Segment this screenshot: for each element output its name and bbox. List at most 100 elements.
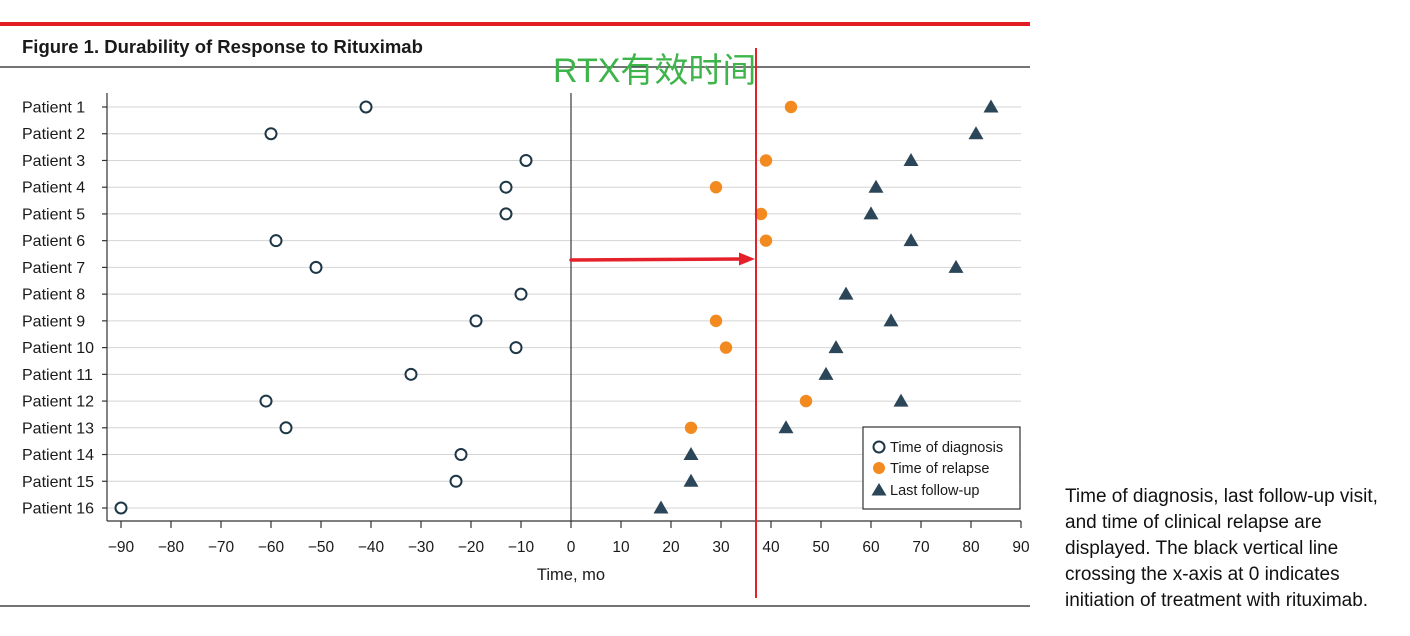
annotation-arrow-shaft (569, 257, 745, 262)
diagnosis-point (449, 474, 463, 488)
x-tick-label: −80 (158, 539, 185, 556)
x-tick-label: 0 (567, 539, 576, 556)
y-tick-label: Patient 2 (22, 126, 85, 143)
diagnosis-point (454, 448, 468, 462)
y-tick-label: Patient 12 (22, 394, 94, 411)
y-tick-label: Patient 14 (22, 447, 94, 464)
caption-line: Time of diagnosis, last follow-up visit, (1065, 486, 1378, 507)
diagnosis-point (279, 421, 293, 435)
x-axis-label: Time, mo (537, 566, 605, 584)
diagnosis-point (519, 153, 533, 167)
relapse-point (784, 100, 798, 114)
diagnosis-point (469, 314, 483, 328)
relapse-point (754, 207, 768, 221)
legend-label-followup: Last follow-up (890, 483, 979, 499)
followup-point (983, 99, 999, 113)
x-tick-label: −60 (258, 539, 285, 556)
legend-marker-relapse (873, 462, 885, 474)
legend-marker-followup (871, 483, 887, 496)
y-tick-label: Patient 11 (22, 367, 93, 384)
followup-point (893, 393, 909, 407)
followup-point (903, 152, 919, 166)
relapse-point (719, 341, 733, 354)
diagnosis-point (264, 127, 278, 141)
diagnosis-point (509, 341, 523, 355)
relapse-point (709, 181, 723, 194)
legend-box (862, 426, 1021, 510)
x-tick-label: 50 (812, 539, 830, 556)
caption: Time of diagnosis, last follow-up visit,… (1065, 486, 1378, 611)
x-tick-label: 20 (662, 539, 680, 556)
diagnosis-point (309, 260, 323, 274)
diagnosis-point (499, 180, 513, 194)
followup-point (818, 366, 834, 380)
caption-line: crossing the x-axis at 0 indicates (1065, 564, 1340, 585)
x-tick-label: −50 (308, 539, 335, 556)
y-tick-label: Patient 10 (22, 340, 94, 357)
x-tick-label: −10 (508, 539, 535, 556)
y-tick-label: Patient 5 (22, 206, 85, 223)
diagnosis-point (269, 234, 283, 248)
legend: Time of diagnosis Time of relapse Last f… (862, 426, 1021, 510)
diagnosis-point (499, 207, 513, 221)
followup-point (868, 179, 884, 193)
followup-point (903, 233, 919, 247)
followup-point (683, 473, 699, 487)
legend-label-diagnosis: Time of diagnosis (890, 440, 1003, 456)
followup-point (948, 259, 964, 273)
x-tick-label: −70 (208, 539, 235, 556)
annotation-overlay (569, 48, 757, 598)
diagnosis-point (514, 287, 528, 301)
diagnosis-point (359, 100, 373, 114)
annotation-label: RTX有效时间 (553, 52, 756, 90)
top-accent-bar (0, 22, 1030, 26)
x-tick-label: 90 (1012, 539, 1030, 556)
x-tick-label: 10 (612, 539, 630, 556)
caption-line: initiation of treatment with rituximab. (1065, 590, 1368, 611)
caption-line: displayed. The black vertical line (1065, 538, 1338, 559)
diagnosis-point (259, 394, 273, 408)
y-tick-label: Patient 6 (22, 233, 85, 250)
x-tick-label: 80 (962, 539, 980, 556)
followup-point (863, 206, 879, 220)
relapse-point (799, 394, 813, 408)
followup-point (828, 340, 844, 354)
relapse-point (684, 421, 698, 434)
x-tick-label: 40 (762, 539, 780, 556)
legend-marker-diagnosis (872, 440, 886, 454)
followup-point (683, 447, 699, 461)
y-tick-label: Patient 16 (22, 501, 94, 518)
y-tick-label: Patient 13 (22, 420, 94, 437)
y-tick-label: Patient 9 (22, 313, 85, 330)
figure-title: Figure 1. Durability of Response to Ritu… (22, 36, 423, 57)
x-tick-label: 70 (912, 539, 930, 556)
legend-label-relapse: Time of relapse (890, 461, 989, 477)
relapse-point (759, 234, 773, 247)
y-tick-label: Patient 7 (22, 260, 85, 277)
diagnosis-point (114, 501, 128, 515)
caption-line: and time of clinical relapse are (1065, 512, 1322, 533)
relapse-point (759, 154, 773, 167)
x-tick-label: −30 (408, 539, 435, 556)
x-tick-label: −90 (108, 539, 135, 556)
followup-point (968, 126, 984, 140)
relapse-point (709, 314, 723, 328)
x-tick-label: −40 (358, 539, 385, 556)
x-tick-label: 60 (862, 539, 880, 556)
x-axis-ticks: −90 −80 −70 −60 −50 −40 −30 −20 −10 0 10 20 30 40 50 60… (108, 521, 1030, 556)
diagnosis-point (404, 367, 418, 381)
y-tick-label: Patient 4 (22, 180, 85, 197)
followup-point (653, 500, 669, 514)
data-points (114, 99, 999, 515)
x-tick-label: −20 (458, 539, 485, 556)
y-tick-label: Patient 3 (22, 153, 85, 170)
y-tick-label: Patient 8 (22, 287, 85, 304)
followup-point (778, 420, 794, 434)
x-tick-label: 30 (712, 539, 730, 556)
followup-point (838, 286, 854, 300)
annotation-arrow-head (739, 252, 755, 266)
y-tick-label: Patient 1 (22, 100, 85, 117)
y-tick-label: Patient 15 (22, 474, 94, 491)
y-axis-ticks: Patient 1 Patient 2 Patient 3 Patient 4 Pati… (22, 100, 107, 518)
